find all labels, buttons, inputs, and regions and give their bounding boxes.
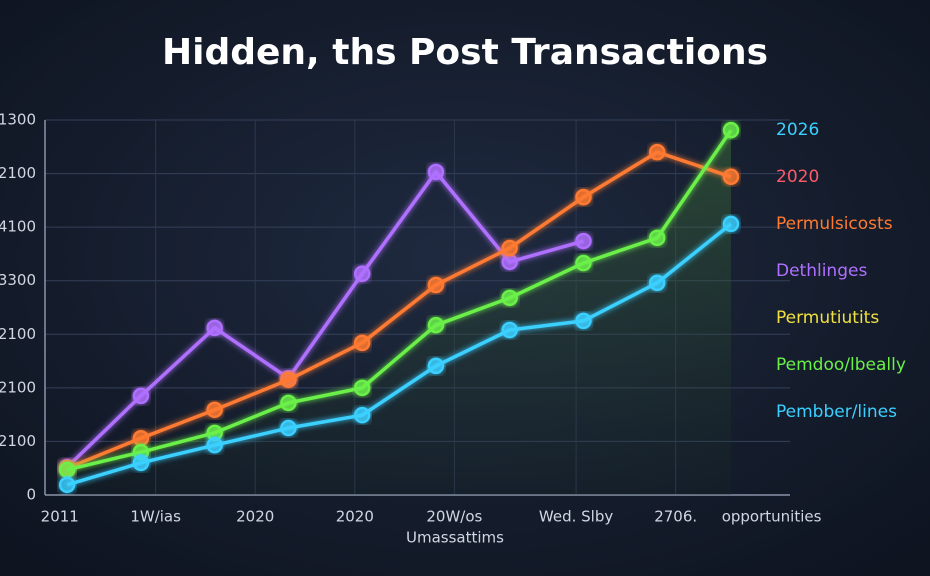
series-line	[66, 129, 733, 472]
data-point	[280, 419, 297, 437]
chart-title: Hidden, ths Post Transactions	[162, 32, 768, 73]
x-tick-label: 2020	[336, 508, 374, 526]
data-point	[501, 321, 518, 339]
data-point	[575, 312, 592, 330]
data-point	[427, 276, 445, 294]
data-point	[132, 429, 150, 447]
data-point	[575, 232, 592, 250]
data-point	[58, 476, 76, 494]
data-point	[132, 454, 150, 472]
legend-label: 2026	[776, 120, 819, 140]
x-tick-label: 2011	[41, 508, 79, 526]
data-point	[575, 254, 592, 272]
data-point	[722, 215, 740, 233]
data-point	[132, 387, 150, 405]
y-tick-label: 0	[26, 486, 36, 504]
data-point	[722, 121, 740, 139]
data-point	[206, 319, 223, 337]
data-point	[353, 334, 371, 352]
data-point	[427, 163, 445, 181]
data-point	[648, 143, 666, 161]
data-point	[501, 289, 518, 307]
x-tick-label: opportunities	[722, 508, 822, 526]
y-tick-label: 3300	[0, 271, 36, 289]
data-point	[58, 461, 76, 479]
data-point	[575, 188, 592, 206]
legend-label: Permutiutits	[776, 308, 879, 328]
y-tick-label: 4100	[0, 218, 36, 236]
data-point	[353, 379, 371, 397]
legend-label: Dethlinges	[776, 261, 867, 281]
legend-label: Pembber/lines	[776, 402, 897, 422]
legend-label: Pemdoo/lbeally	[776, 355, 906, 375]
data-point	[427, 316, 445, 334]
data-point	[648, 274, 666, 292]
series-line	[66, 150, 732, 470]
x-axis-label: Umassattims	[406, 529, 504, 547]
data-point	[280, 394, 297, 412]
data-point	[501, 253, 518, 271]
series-line	[66, 222, 733, 487]
x-tick-label: Wed. Slby	[539, 508, 613, 526]
y-tick-label: 1300	[0, 111, 36, 129]
x-tick-label: 20W/os	[426, 508, 482, 526]
legend-label: 2020	[776, 167, 819, 187]
series-line	[65, 170, 584, 469]
data-point	[206, 401, 223, 419]
x-tick-label: 2706.	[654, 508, 697, 526]
data-point	[280, 371, 297, 389]
y-tick-label: 2100	[0, 432, 36, 450]
y-tick-label: 2100	[0, 164, 36, 182]
data-point	[648, 229, 666, 247]
y-tick-label: 2100	[0, 325, 36, 343]
data-point	[722, 168, 740, 186]
data-point	[353, 265, 371, 282]
legend-label: Permulsicosts	[776, 214, 893, 234]
area-fill	[67, 130, 731, 495]
data-point	[353, 406, 371, 424]
data-point	[501, 239, 518, 257]
x-tick-label: 1W/ias	[130, 508, 181, 526]
data-point	[427, 357, 445, 375]
y-tick-label: 2100	[0, 378, 36, 396]
x-tick-label: 2020	[236, 508, 274, 526]
data-point	[206, 436, 223, 454]
